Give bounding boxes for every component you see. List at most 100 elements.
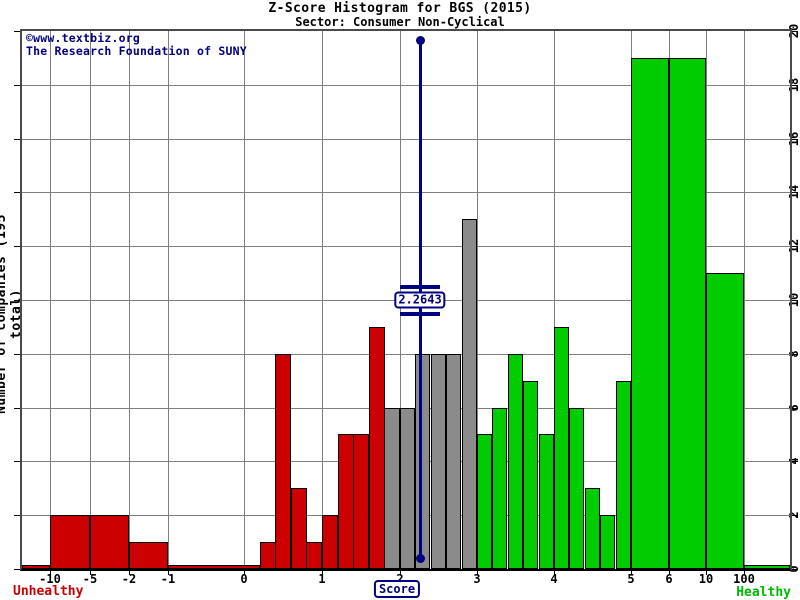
y-axis-tick-right [792,354,798,355]
watermark-line2: The Research Foundation of SUNY [26,44,247,58]
y-axis-tick-left [14,515,20,516]
histogram-bar [353,434,369,569]
histogram-bar [523,381,538,569]
x-axis-tick [744,569,745,575]
x-axis-tick [244,569,245,575]
y-axis-title: Number of companies (195 total) [0,214,24,414]
marker-upper-crossbar [400,285,440,289]
marker-top-dot [416,36,425,45]
histogram-bar [669,58,706,569]
y-axis-tick-left [14,408,20,409]
unhealthy-label: Unhealthy [13,584,84,599]
histogram-bar [275,354,291,569]
histogram-bar [129,542,168,569]
marker-value-label: 2.2643 [394,291,446,309]
y-axis-tick-right [792,192,798,193]
gridline-horizontal [22,192,790,193]
y-axis-tick-left [14,192,20,193]
x-tick-label: 2 [396,572,404,586]
x-axis-tick [168,569,169,575]
x-axis-title: Score [373,580,421,598]
histogram-bar [477,434,492,569]
watermark-line1: ©www.textbiz.org [26,31,140,45]
y-axis-tick-right [792,461,798,462]
y-axis-tick-right [792,246,798,247]
x-tick-label: -1 [160,572,176,586]
x-tick-label: 10 [698,572,714,586]
histogram-bar [492,408,507,569]
histogram-bar [446,354,461,569]
histogram-bar [369,327,385,569]
histogram-bar [322,515,338,569]
histogram-bar [585,488,600,569]
y-axis-tick-right [792,300,798,301]
x-tick-label: 1 [318,572,326,586]
marker-lower-crossbar [400,312,440,316]
gridline-horizontal [22,354,790,355]
chart-title: Z-Score Histogram for BGS (2015) [268,1,532,16]
y-axis-tick-left [14,461,20,462]
y-axis-tick-left [14,246,20,247]
gridline-horizontal [22,139,790,140]
x-axis-tick [631,569,632,575]
y-axis-tick-left [14,300,20,301]
y-axis-tick-left [14,85,20,86]
y-axis-tick-right [792,569,798,570]
x-tick-label: 100 [733,572,755,586]
y-axis-tick-left [14,31,20,32]
histogram-bar [569,408,584,569]
histogram-bar [22,565,50,569]
x-axis-tick [669,569,670,575]
histogram-bar [50,515,90,569]
x-tick-label: 6 [665,572,673,586]
histogram-bar [616,381,631,569]
gridline-horizontal [22,246,790,247]
histogram-bar [260,542,276,569]
x-axis-tick [50,569,51,575]
histogram-bar [554,327,569,569]
y-axis-tick-right [792,139,798,140]
x-tick-label: 3 [473,572,481,586]
histogram-bar [338,434,354,569]
x-axis-tick [706,569,707,575]
histogram-bar [706,273,744,569]
y-axis-tick-left [14,354,20,355]
histogram-bar [291,488,307,569]
watermark: ©www.textbiz.org The Research Foundation… [26,32,247,58]
histogram-bar [400,408,415,569]
x-tick-label: 0 [240,572,248,586]
histogram-bar [384,408,400,569]
plot-area: ©www.textbiz.org The Research Foundation… [20,29,792,571]
histogram-bar [744,565,790,569]
y-axis-tick-right [792,515,798,516]
x-axis-tick [554,569,555,575]
healthy-label: Healthy [736,585,791,600]
histogram-bar [508,354,523,569]
x-axis-tick [400,569,401,575]
histogram-bar [168,565,260,569]
y-axis-tick-right [792,31,798,32]
histogram-bar [306,542,322,569]
x-tick-label: 4 [550,572,558,586]
histogram-bar [539,434,554,569]
y-axis-tick-right [792,85,798,86]
histogram-bar [462,219,477,569]
x-axis-tick [477,569,478,575]
histogram-bar [431,354,446,569]
x-tick-label: -10 [39,572,61,586]
y-axis-tick-right [792,408,798,409]
histogram-bar [415,354,430,569]
x-tick-label: -5 [82,572,98,586]
x-tick-label: -2 [121,572,137,586]
x-tick-label: 5 [627,572,635,586]
x-axis-tick [322,569,323,575]
y-axis-tick-left [14,139,20,140]
gridline-horizontal [22,85,790,86]
histogram-bar [600,515,615,569]
histogram-bar [90,515,129,569]
marker-bottom-dot [416,554,425,563]
x-axis-tick [129,569,130,575]
histogram-bar [631,58,669,569]
x-axis-tick [90,569,91,575]
